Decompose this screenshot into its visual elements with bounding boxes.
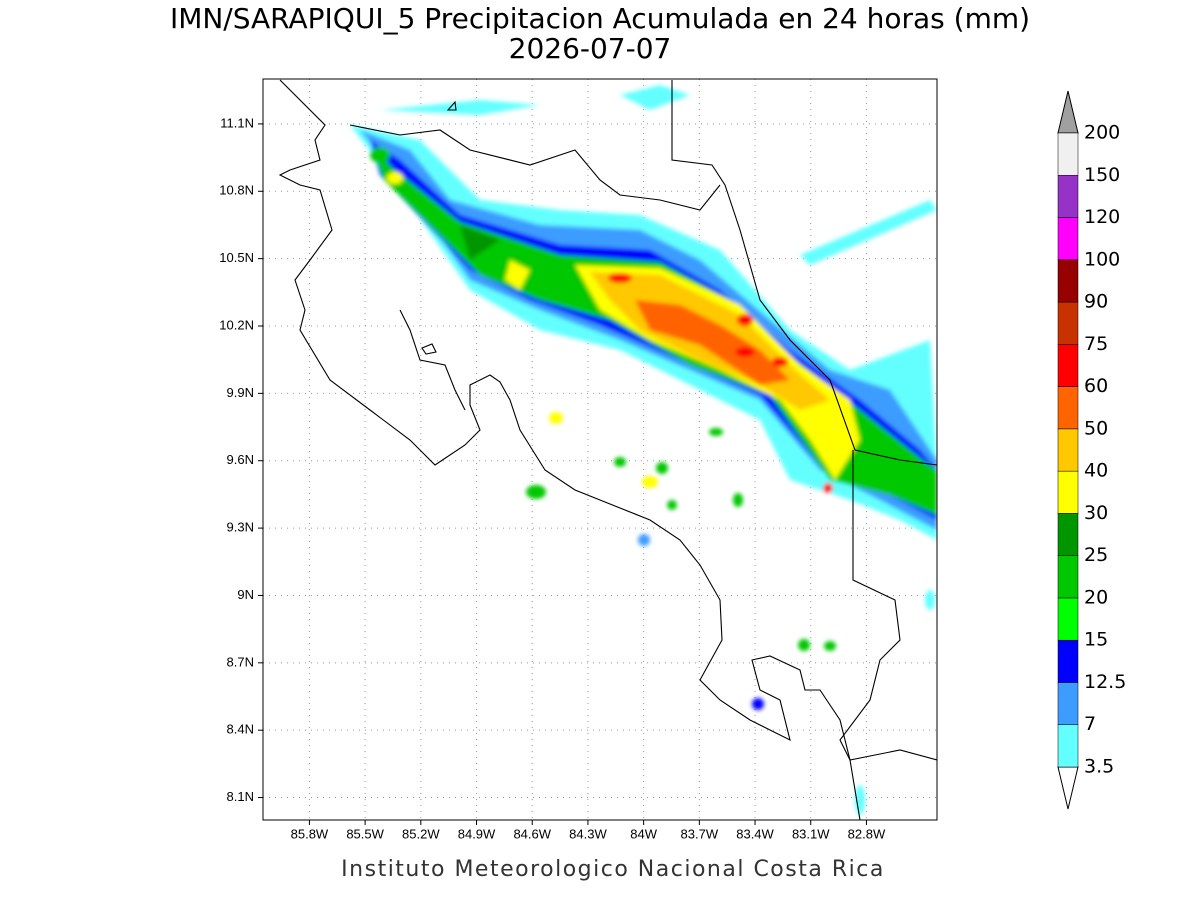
- x-tick-label: 85.8W: [291, 826, 329, 841]
- precip-area: [380, 100, 540, 115]
- precip-area: [824, 641, 836, 651]
- y-tick-label: 10.2N: [219, 317, 254, 332]
- y-tick-label: 10.8N: [219, 183, 254, 198]
- precip-area: [709, 428, 723, 436]
- precip-area: [638, 534, 650, 546]
- precip-area: [733, 493, 743, 507]
- precip-area: [620, 85, 690, 110]
- y-tick-label: 9.9N: [227, 385, 254, 400]
- colorbar-label: 60: [1084, 375, 1108, 397]
- colorbar-label: 20: [1084, 586, 1108, 608]
- y-tick-label: 8.7N: [227, 654, 254, 669]
- colorbar-box: [1057, 259, 1079, 303]
- x-tick-label: 85.2W: [402, 826, 440, 841]
- precip-area: [798, 639, 810, 651]
- colorbar-label: 3.5: [1084, 756, 1114, 778]
- x-tick-label: 84.6W: [513, 826, 551, 841]
- map-frame: [262, 78, 938, 821]
- precip-area: [823, 483, 833, 493]
- colorbar-box: [1057, 470, 1079, 514]
- y-tick-label: 10.5N: [219, 250, 254, 265]
- x-tick-label: 82.8W: [848, 826, 886, 841]
- precip-area: [737, 314, 753, 326]
- colorbar-label: 30: [1084, 502, 1108, 524]
- colorbar: 3.5 7 12.5 15 20 25 30 40 50 60 75 90 100 120 150 200: [1057, 90, 1126, 810]
- colorbar-label: 150: [1084, 164, 1120, 186]
- colorbar-label: 12.5: [1084, 671, 1126, 693]
- colorbar-box: [1057, 344, 1079, 387]
- colorbar-label: 120: [1084, 206, 1120, 228]
- coastline: [446, 100, 457, 111]
- colorbar-under: [1057, 766, 1079, 810]
- precip-area: [800, 200, 937, 265]
- colorbar-label: 40: [1084, 460, 1108, 482]
- colorbar-box: [1057, 386, 1079, 430]
- colorbar-label: 90: [1084, 291, 1108, 313]
- colorbar-label: 50: [1084, 417, 1108, 439]
- x-tick-label: 84.3W: [569, 826, 607, 841]
- colorbar-label: 100: [1084, 248, 1120, 270]
- border: [839, 450, 937, 761]
- colorbar-label: 15: [1084, 629, 1108, 651]
- precip-area: [460, 225, 500, 260]
- x-tick-label: 83.1W: [792, 826, 830, 841]
- precip-area: [900, 478, 924, 502]
- border: [349, 124, 721, 211]
- precip-area: [735, 347, 755, 357]
- precip-area: [608, 273, 632, 283]
- y-tick-label: 9.3N: [227, 520, 254, 535]
- y-tick-label: 8.4N: [227, 722, 254, 737]
- precip-area: [925, 590, 935, 610]
- precip-field: [278, 79, 937, 820]
- coastline: [421, 343, 437, 355]
- x-tick-label: 83.4W: [736, 826, 774, 841]
- subtitle: 2026-07-07: [509, 32, 672, 65]
- colorbar-label: 75: [1084, 333, 1108, 355]
- colorbar-label: 200: [1084, 122, 1120, 144]
- x-tick-label: 85.5W: [346, 826, 384, 841]
- colorbar-box: [1057, 555, 1079, 599]
- precip-area: [505, 260, 530, 290]
- y-tick-label: 9N: [237, 587, 254, 602]
- colorbar-box: [1057, 597, 1079, 641]
- colorbar-box: [1057, 639, 1079, 683]
- colorbar-box: [1057, 175, 1079, 218]
- precip-area: [667, 500, 677, 510]
- precip-area: [635, 300, 790, 385]
- coastline: [399, 309, 466, 411]
- coastline: [671, 80, 937, 466]
- colorbar-label: 7: [1084, 713, 1096, 735]
- precip-area: [642, 476, 658, 488]
- y-tick-label: 9.6N: [227, 452, 254, 467]
- colorbar-box: [1057, 513, 1079, 556]
- x-tick-label: 83.7W: [681, 826, 719, 841]
- precip-area: [526, 485, 546, 499]
- precip-area: [387, 172, 403, 184]
- title: IMN/SARAPIQUI_5 Precipitacion Acumulada …: [170, 2, 1030, 35]
- colorbar-label: 25: [1084, 544, 1108, 566]
- precip-area: [370, 147, 390, 163]
- precip-area: [752, 698, 764, 710]
- precip-area: [772, 357, 788, 367]
- colorbar-box: [1057, 724, 1079, 768]
- colorbar-box: [1057, 428, 1079, 472]
- precip-area: [614, 457, 626, 467]
- precip-area: [549, 412, 563, 424]
- precip-shapes: [350, 85, 937, 815]
- precip-area: [656, 462, 668, 474]
- colorbar-box: [1057, 682, 1079, 725]
- colorbar-box: [1057, 301, 1079, 345]
- colorbar-over: [1057, 90, 1079, 134]
- y-tick-label: 11.1N: [220, 115, 254, 130]
- coastline: [278, 79, 861, 820]
- x-tick-label: 84.9W: [458, 826, 496, 841]
- x-tick-label: 84W: [630, 826, 657, 841]
- colorbar-box: [1057, 132, 1079, 176]
- footer: Instituto Meteorologico Nacional Costa R…: [341, 857, 885, 882]
- colorbar-box: [1057, 217, 1079, 261]
- y-tick-label: 8.1N: [227, 789, 254, 804]
